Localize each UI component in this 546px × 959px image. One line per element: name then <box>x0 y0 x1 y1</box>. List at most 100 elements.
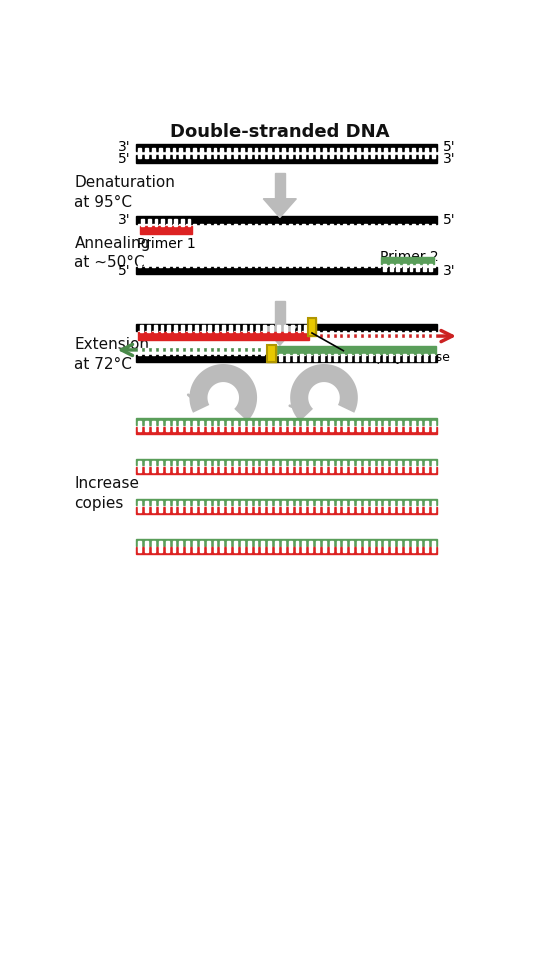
Bar <box>295 465 299 472</box>
Bar <box>289 152 292 158</box>
Bar <box>168 325 170 332</box>
Bar <box>371 465 373 472</box>
Bar <box>200 260 203 267</box>
Bar <box>403 265 406 271</box>
Bar <box>308 318 316 336</box>
Bar <box>159 426 162 432</box>
Bar <box>396 354 399 361</box>
Bar <box>140 325 143 332</box>
Bar <box>207 332 210 339</box>
Bar <box>391 501 394 507</box>
Bar <box>250 325 252 332</box>
Bar <box>391 541 394 547</box>
Bar <box>159 421 162 427</box>
Bar <box>295 223 299 230</box>
Bar <box>200 505 203 511</box>
Bar <box>302 348 305 355</box>
Bar <box>432 149 435 155</box>
Bar <box>180 505 182 511</box>
Bar <box>337 421 340 427</box>
Bar <box>432 501 435 507</box>
Bar <box>316 461 319 467</box>
Bar <box>425 152 428 158</box>
Polygon shape <box>263 199 296 218</box>
Bar <box>139 421 141 427</box>
Text: Annealing
at ~50°C: Annealing at ~50°C <box>74 236 151 270</box>
Bar <box>254 223 258 230</box>
Bar <box>328 354 330 361</box>
Bar <box>398 541 401 547</box>
Bar <box>221 465 223 472</box>
Bar <box>337 461 340 467</box>
Bar <box>268 426 271 432</box>
Bar <box>254 505 258 511</box>
Bar <box>241 546 244 551</box>
Bar <box>391 223 394 230</box>
Bar <box>289 332 292 339</box>
Bar <box>166 461 169 467</box>
Bar <box>248 426 251 432</box>
Bar <box>152 152 155 158</box>
Bar <box>213 421 216 427</box>
Bar <box>145 348 148 355</box>
Bar <box>139 465 141 472</box>
Bar <box>188 220 191 226</box>
Bar <box>193 546 196 551</box>
Bar <box>145 223 148 230</box>
Bar <box>364 348 367 355</box>
Bar <box>357 505 360 511</box>
Bar <box>405 223 408 230</box>
Bar <box>371 501 373 507</box>
Bar <box>234 465 237 472</box>
Bar <box>166 501 169 507</box>
Bar <box>234 332 237 339</box>
Bar <box>295 501 299 507</box>
Bar <box>270 346 436 354</box>
Text: 3': 3' <box>443 264 455 277</box>
Bar <box>145 426 148 432</box>
Bar <box>254 149 258 155</box>
Bar <box>398 332 401 339</box>
Bar <box>307 354 310 361</box>
Bar <box>384 149 387 155</box>
Bar <box>166 332 169 339</box>
Bar <box>213 501 216 507</box>
Bar <box>417 354 420 361</box>
Bar <box>284 325 287 332</box>
Bar <box>152 421 155 427</box>
Bar <box>268 541 271 547</box>
Bar <box>351 501 353 507</box>
Bar <box>159 332 162 339</box>
Bar <box>403 354 406 361</box>
Bar <box>390 265 393 271</box>
Bar <box>139 461 141 467</box>
Bar <box>357 501 360 507</box>
Bar <box>186 461 189 467</box>
Bar <box>213 332 216 339</box>
Bar <box>241 260 244 267</box>
Bar <box>351 461 353 467</box>
Bar <box>316 223 319 230</box>
Text: Double-stranded DNA: Double-stranded DNA <box>170 123 390 141</box>
Bar <box>330 421 333 427</box>
Bar <box>200 501 203 507</box>
Bar <box>136 418 437 426</box>
Bar <box>174 220 177 226</box>
Bar <box>241 461 244 467</box>
Bar <box>221 260 223 267</box>
Bar <box>295 149 299 155</box>
Bar <box>268 260 271 267</box>
Bar <box>254 426 258 432</box>
Bar <box>180 501 182 507</box>
Bar <box>378 149 381 155</box>
Bar <box>193 426 196 432</box>
Bar <box>221 461 223 467</box>
Bar <box>364 465 367 472</box>
Bar <box>227 260 230 267</box>
Bar <box>432 546 435 551</box>
Bar <box>282 546 285 551</box>
Bar <box>207 465 210 472</box>
Bar <box>295 421 299 427</box>
Bar <box>248 332 251 339</box>
Bar <box>343 461 346 467</box>
